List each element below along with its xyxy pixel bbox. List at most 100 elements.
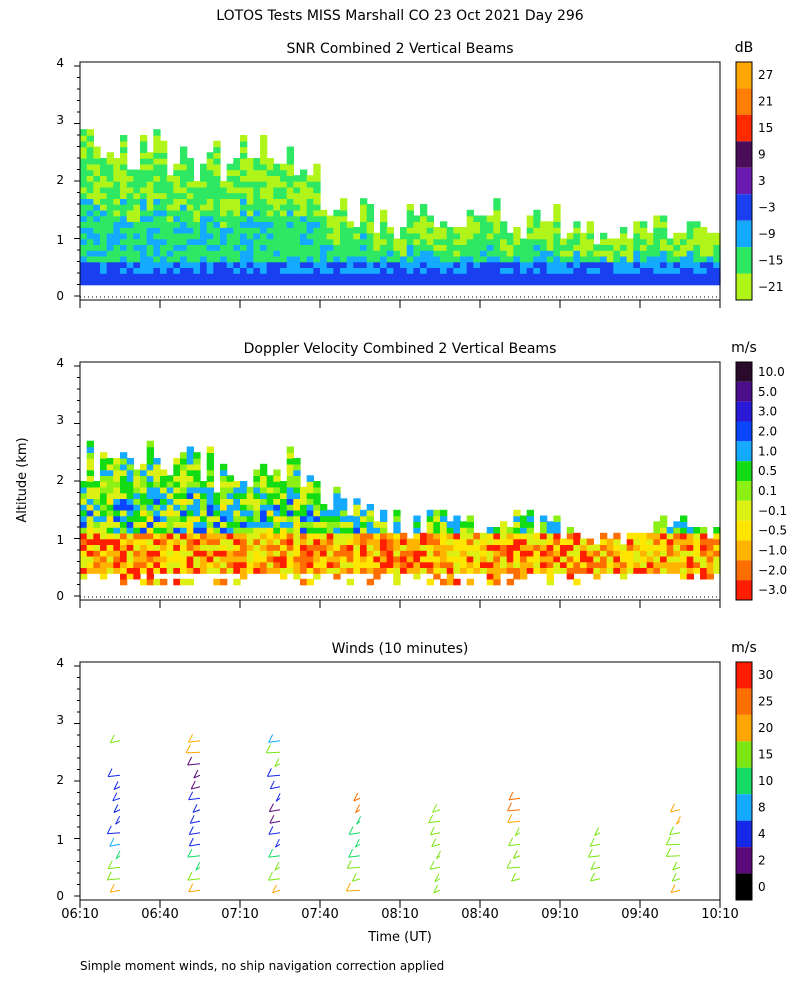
heatmap-cell	[413, 215, 421, 222]
heatmap-cell	[480, 544, 488, 551]
heatmap-cell	[713, 232, 721, 240]
heatmap-cell	[613, 250, 621, 257]
heatmap-cell	[226, 261, 234, 268]
heatmap-cell	[80, 129, 88, 136]
heatmap-cell	[86, 158, 94, 165]
heatmap-cell	[360, 267, 368, 274]
heatmap-cell	[480, 532, 488, 540]
heatmap-cell	[240, 504, 248, 511]
heatmap-cell	[346, 255, 354, 263]
heatmap-cell	[286, 521, 294, 528]
heatmap-cell	[106, 238, 114, 245]
heatmap-cell	[686, 532, 694, 540]
heatmap-cell	[233, 181, 241, 188]
heatmap-cell	[206, 492, 214, 499]
heatmap-cell	[360, 204, 368, 211]
heatmap-cell	[153, 215, 161, 222]
heatmap-cell	[126, 221, 134, 228]
heatmap-cell	[386, 267, 394, 274]
heatmap-cell	[653, 527, 661, 534]
heatmap-cell	[326, 532, 334, 540]
heatmap-cell	[680, 515, 688, 522]
heatmap-cell	[306, 221, 314, 228]
heatmap-cell	[126, 544, 134, 551]
heatmap-cell	[206, 163, 214, 171]
heatmap-cell	[420, 555, 428, 563]
heatmap-cell	[173, 215, 181, 222]
heatmap-cell	[260, 158, 268, 165]
heatmap-cell	[273, 555, 281, 563]
heatmap-cell	[173, 481, 181, 488]
heatmap-cell	[280, 181, 288, 188]
heatmap-cell	[300, 550, 308, 557]
heatmap-cell	[126, 475, 134, 482]
heatmap-cell	[706, 267, 714, 274]
heatmap-cell	[560, 261, 568, 268]
heatmap-cell	[286, 209, 294, 217]
heatmap-cell	[80, 481, 88, 488]
heatmap-cell	[206, 221, 214, 228]
heatmap-cell	[100, 515, 108, 522]
heatmap-cell	[233, 492, 241, 499]
heatmap-cell	[353, 250, 361, 257]
heatmap-cell	[146, 567, 154, 574]
heatmap-cell	[200, 204, 208, 211]
heatmap-cell	[140, 521, 148, 528]
heatmap-cell	[166, 481, 174, 488]
heatmap-cell	[460, 255, 468, 263]
heatmap-cell	[113, 555, 121, 563]
heatmap-cell	[133, 509, 141, 517]
heatmap-cell	[133, 221, 141, 228]
colorbar-label: 15	[758, 748, 773, 762]
heatmap-cell	[340, 498, 348, 505]
heatmap-cell	[173, 209, 181, 217]
heatmap-cell	[226, 163, 234, 171]
heatmap-cell	[246, 221, 254, 228]
heatmap-cell	[320, 538, 328, 545]
heatmap-cell	[180, 238, 188, 245]
heatmap-cell	[206, 527, 214, 534]
heatmap-cell	[166, 192, 174, 199]
wind-barb	[188, 740, 201, 743]
heatmap-cell	[680, 238, 688, 245]
heatmap-cell	[520, 527, 528, 534]
wind-barb-flag	[353, 792, 359, 802]
heatmap-cell	[413, 261, 421, 268]
heatmap-cell	[306, 261, 314, 268]
wind-barb	[348, 855, 361, 858]
heatmap-cell	[200, 250, 208, 257]
heatmap-cell	[400, 267, 408, 274]
heatmap-cell	[100, 255, 108, 263]
xtick-0810: 08:10	[381, 907, 418, 922]
heatmap-cell	[240, 486, 248, 494]
heatmap-cell	[120, 215, 128, 222]
heatmap-cell	[140, 486, 148, 494]
heatmap-cell	[173, 498, 181, 505]
heatmap-cell	[120, 204, 128, 211]
heatmap-cell	[246, 267, 254, 274]
heatmap-cell	[673, 255, 681, 263]
heatmap-cell	[426, 250, 434, 257]
heatmap-cell	[120, 152, 128, 159]
heatmap-cell	[120, 486, 128, 494]
heatmap-cell	[580, 255, 588, 263]
heatmap-cell	[700, 267, 708, 274]
heatmap-cell	[220, 209, 228, 217]
heatmap-cell	[466, 215, 474, 222]
heatmap-cell	[500, 555, 508, 563]
heatmap-cell	[253, 273, 261, 280]
heatmap-cell	[526, 221, 534, 228]
heatmap-cell	[180, 227, 188, 234]
heatmap-cell	[306, 538, 314, 545]
heatmap-cell	[80, 238, 88, 245]
heatmap-cell	[426, 555, 434, 563]
heatmap-cell	[426, 509, 434, 517]
heatmap-cell	[260, 227, 268, 234]
heatmap-cell	[353, 504, 361, 511]
heatmap-cell	[486, 250, 494, 257]
heatmap-cell	[100, 532, 108, 540]
heatmap-cell	[133, 204, 141, 211]
heatmap-cell	[253, 244, 261, 251]
heatmap-cell	[346, 527, 354, 534]
heatmap-cell	[340, 509, 348, 517]
